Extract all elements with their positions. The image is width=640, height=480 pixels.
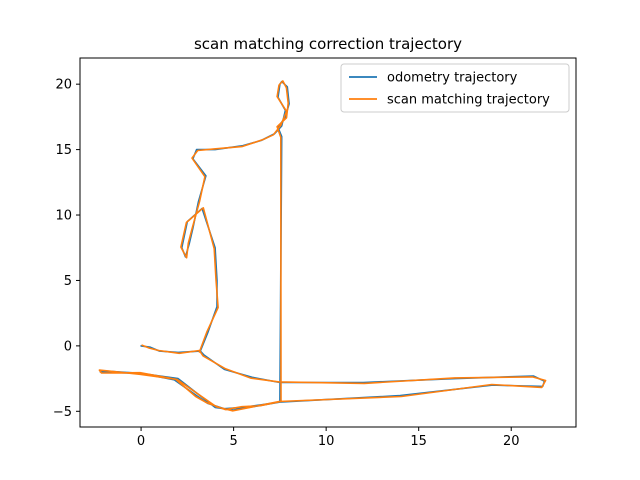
x-tick-label: 20: [503, 434, 520, 449]
y-tick-label: −5: [53, 405, 72, 420]
legend: odometry trajectory scan matching traject…: [340, 63, 570, 113]
x-tick-label: 0: [137, 434, 145, 449]
plot-area: [98, 80, 547, 412]
legend-box: [340, 63, 570, 113]
x-tick-label: 10: [318, 434, 335, 449]
legend-label-0: odometry trajectory: [387, 71, 518, 86]
y-tick-label: 5: [64, 274, 72, 289]
legend-label-1: scan matching trajectory: [387, 93, 550, 108]
series-line-1: [98, 80, 547, 412]
chart-title: scan matching correction trajectory: [194, 35, 462, 53]
y-tick-label: 20: [55, 78, 72, 93]
axes-frame: [79, 57, 577, 428]
y-tick-label: 0: [64, 339, 72, 354]
y-tick-label: 10: [55, 209, 72, 224]
x-tick-label: 15: [410, 434, 427, 449]
y-tick-label: 15: [55, 143, 72, 158]
axis-ticks: 0 5 10 15 20 −5 0 5 10 15 20: [53, 78, 520, 449]
x-tick-label: 5: [229, 434, 237, 449]
